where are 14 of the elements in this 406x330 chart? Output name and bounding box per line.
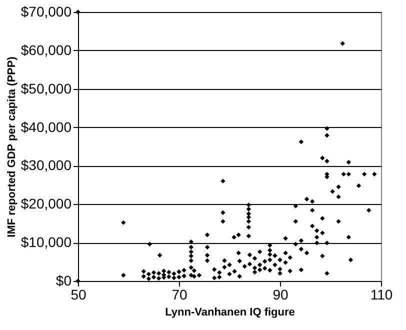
x-tick-label: 50	[70, 286, 86, 302]
x-tick-label: 90	[272, 286, 288, 302]
y-tick-label: $20,000	[20, 196, 72, 212]
y-tick-label: $40,000	[20, 118, 72, 135]
y-tick-label: $10,000	[20, 234, 72, 250]
x-tick-label: 70	[172, 286, 188, 302]
y-tick-label: $30,000	[20, 157, 72, 174]
x-axis-title: Lynn-Vanhanen IQ figure	[165, 306, 295, 318]
y-tick-label: $50,000	[20, 80, 72, 96]
y-tick-label: $60,000	[20, 42, 72, 58]
y-tick-label: $70,000	[20, 4, 72, 20]
y-axis-title: IMF reported GDP per capita (PPP)	[6, 56, 18, 238]
y-tick-label: $0	[56, 272, 72, 288]
x-tick-label: 110	[370, 286, 393, 302]
